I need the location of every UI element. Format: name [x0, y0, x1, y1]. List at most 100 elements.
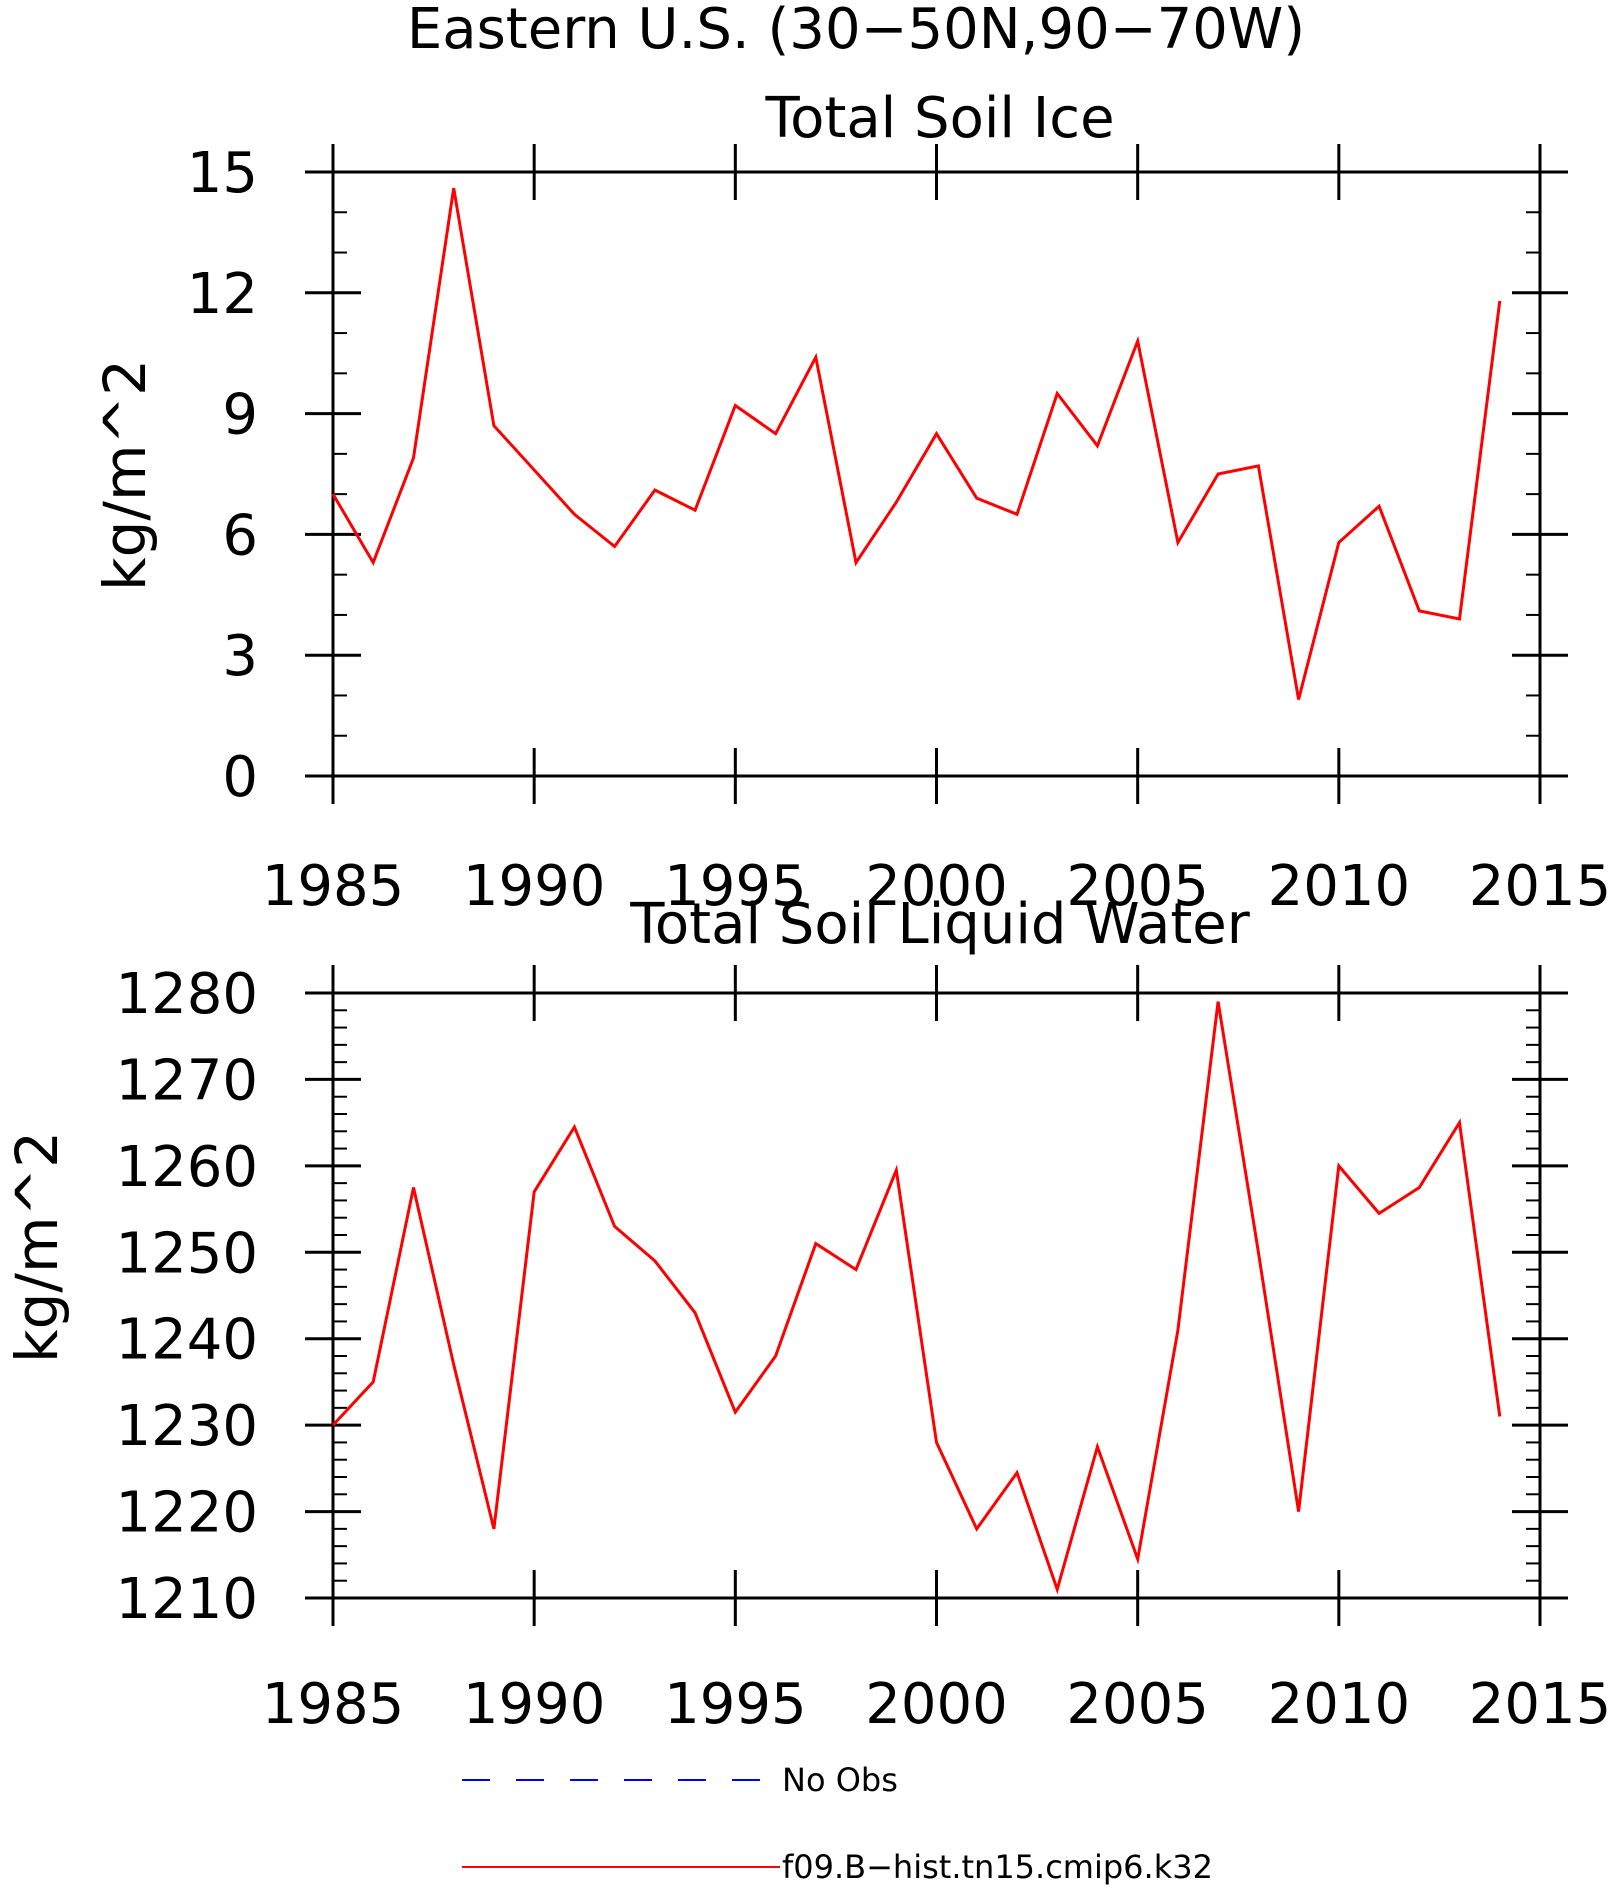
data-point — [854, 1268, 858, 1272]
data-point — [532, 1190, 536, 1194]
data-point — [1458, 1121, 1462, 1125]
data-point — [1377, 504, 1381, 508]
data-point — [814, 355, 818, 359]
data-point — [452, 1363, 456, 1367]
data-point — [1417, 609, 1421, 613]
panel-soil-liquid-water: Total Soil Liquid Water kg/m^2 1985 1990 1… — [3, 892, 1611, 1737]
series-line-model — [331, 187, 1502, 700]
x-tick-label: 2010 — [1268, 1672, 1411, 1737]
x-tick-label: 2010 — [1268, 854, 1411, 919]
x-tick-label: 2005 — [1066, 1672, 1209, 1737]
plot-frame — [331, 170, 1542, 778]
data-point — [975, 496, 979, 500]
y-tick-label: 1250 — [115, 1221, 258, 1286]
data-point — [1256, 464, 1260, 468]
panel-soil-ice: Total Soil Ice kg/m^2 1985 1990 1995 2000 20… — [91, 86, 1611, 919]
data-point — [814, 1242, 818, 1246]
y-tick-label: 1270 — [115, 1048, 258, 1113]
y-tick-label: 1260 — [115, 1135, 258, 1200]
data-point — [1458, 617, 1462, 621]
data-point — [411, 456, 415, 460]
data-point — [371, 561, 375, 565]
data-point — [774, 1354, 778, 1358]
data-point — [492, 424, 496, 428]
y-tick-label: 6 — [222, 503, 258, 568]
data-point — [653, 488, 657, 492]
legend: No Obs f09.B−hist.tn15.cmip6.k32 — [462, 1761, 1213, 1886]
data-point — [693, 508, 697, 512]
data-point — [1498, 299, 1502, 303]
y-tick-label: 9 — [222, 383, 258, 448]
data-point — [411, 1185, 415, 1189]
panel-title-soil-ice: Total Soil Ice — [764, 86, 1114, 151]
data-point — [532, 468, 536, 472]
data-point — [894, 1168, 898, 1172]
data-point — [613, 1224, 617, 1228]
data-point — [1136, 339, 1140, 343]
y-tick-label: 3 — [222, 624, 258, 689]
data-point — [1015, 512, 1019, 516]
y-tick-label: 1280 — [115, 962, 258, 1027]
x-tick-label: 1985 — [262, 854, 405, 919]
data-point — [1337, 1164, 1341, 1168]
data-point — [894, 500, 898, 504]
data-point — [1297, 697, 1301, 701]
y-tick-label: 1210 — [115, 1567, 258, 1632]
data-point — [1216, 472, 1220, 476]
y-tick-label: 12 — [187, 262, 258, 327]
y-tick-label: 15 — [187, 141, 258, 206]
legend-label: f09.B−hist.tn15.cmip6.k32 — [782, 1848, 1213, 1886]
x-tick-label: 2000 — [865, 1672, 1008, 1737]
data-point — [1256, 1250, 1260, 1254]
y-axis-label-soil-liquid-water: kg/m^2 — [3, 1131, 71, 1363]
data-point — [854, 561, 858, 565]
data-point — [1297, 1510, 1301, 1514]
y-tick-label: 1220 — [115, 1481, 258, 1546]
y-tick-label: 0 — [222, 745, 258, 810]
x-tick-label: 2015 — [1469, 1672, 1612, 1737]
x-tick-label: 1995 — [664, 1672, 807, 1737]
x-tick-label: 1990 — [463, 854, 606, 919]
data-point — [733, 1410, 737, 1414]
data-point — [331, 1423, 335, 1427]
data-point — [733, 404, 737, 408]
data-point — [693, 1311, 697, 1315]
data-point — [1417, 1185, 1421, 1189]
legend-label: No Obs — [782, 1761, 898, 1799]
data-point — [1377, 1211, 1381, 1215]
series-line-model — [331, 1001, 1502, 1595]
data-point — [935, 432, 939, 436]
y-tick-label: 1230 — [115, 1394, 258, 1459]
data-point — [1055, 1587, 1059, 1591]
data-point — [1015, 1471, 1019, 1475]
data-point — [1176, 1328, 1180, 1332]
data-point — [1136, 1557, 1140, 1561]
data-point — [1055, 391, 1059, 395]
x-tick-label: 1995 — [664, 854, 807, 919]
x-tick-label: 2005 — [1066, 854, 1209, 919]
y-tick-label: 1240 — [115, 1308, 258, 1373]
data-point — [1216, 1000, 1220, 1004]
data-point — [572, 512, 576, 516]
data-point — [452, 186, 456, 190]
data-point — [1498, 1415, 1502, 1419]
data-point — [613, 544, 617, 548]
data-point — [492, 1527, 496, 1531]
panel-title-soil-liquid-water: Total Soil Liquid Water — [629, 892, 1251, 957]
data-point — [371, 1380, 375, 1384]
x-tick-label: 2015 — [1469, 854, 1612, 919]
x-tick-label: 2000 — [865, 854, 1008, 919]
x-tick-label: 1990 — [463, 1672, 606, 1737]
data-point — [331, 492, 335, 496]
x-tick-label: 1985 — [262, 1672, 405, 1737]
data-point — [935, 1440, 939, 1444]
data-point — [1176, 540, 1180, 544]
plot-frame — [331, 991, 1542, 1600]
y-axis-label-soil-ice: kg/m^2 — [91, 359, 159, 591]
data-point — [653, 1259, 657, 1263]
data-point — [1095, 444, 1099, 448]
data-point — [572, 1125, 576, 1129]
data-point — [975, 1527, 979, 1531]
data-point — [774, 432, 778, 436]
